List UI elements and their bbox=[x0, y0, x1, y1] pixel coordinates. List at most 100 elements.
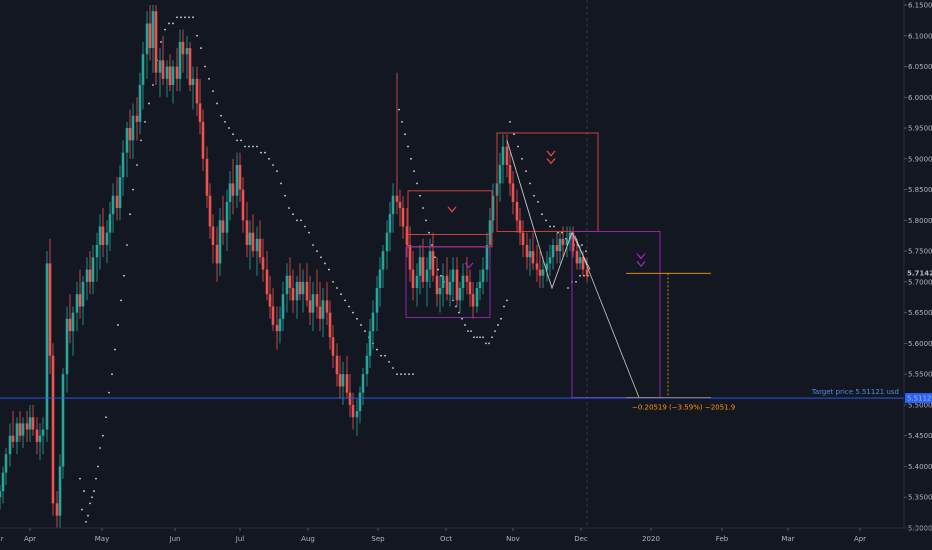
candle bbox=[271, 288, 275, 332]
candle bbox=[121, 140, 125, 196]
candle bbox=[145, 11, 149, 79]
sar-dot bbox=[416, 182, 418, 185]
candle bbox=[21, 417, 25, 449]
candle bbox=[11, 411, 15, 449]
sar-dot bbox=[340, 293, 342, 296]
candle bbox=[405, 208, 409, 258]
candle bbox=[361, 368, 365, 405]
candle bbox=[105, 220, 109, 264]
candle-body bbox=[165, 66, 169, 79]
candle bbox=[461, 263, 465, 301]
candle bbox=[195, 66, 199, 116]
sar-dot bbox=[97, 465, 99, 468]
candle bbox=[1, 466, 5, 504]
sar-dot bbox=[129, 213, 131, 216]
candle bbox=[478, 269, 482, 301]
sar-dot bbox=[224, 121, 226, 123]
sar-dot bbox=[344, 299, 346, 302]
sar-dot bbox=[126, 244, 128, 246]
candle-body bbox=[305, 281, 309, 301]
candle bbox=[128, 109, 132, 159]
sar-dot bbox=[83, 490, 85, 492]
sar-dot bbox=[324, 262, 326, 265]
candle-body bbox=[251, 232, 255, 252]
candle bbox=[78, 269, 82, 319]
time-tick-label: Feb bbox=[716, 535, 729, 543]
sar-dot bbox=[81, 508, 83, 511]
candle-body bbox=[8, 435, 12, 455]
candle-body bbox=[11, 435, 15, 442]
candle bbox=[58, 454, 62, 528]
projection-path[interactable] bbox=[506, 140, 591, 290]
candle-body bbox=[365, 355, 369, 375]
projection-target-line[interactable] bbox=[574, 235, 640, 398]
candle-body bbox=[428, 251, 432, 270]
sar-dot bbox=[567, 287, 569, 289]
sar-dot bbox=[521, 157, 523, 160]
candle-body bbox=[298, 281, 302, 295]
candle bbox=[175, 48, 179, 92]
sar-dot bbox=[549, 225, 551, 228]
candle bbox=[198, 78, 202, 135]
price-axis[interactable]: 6.15000 6.10000 6.05000 6.00000 5.95000 5.900… bbox=[903, 0, 932, 533]
candle bbox=[278, 306, 282, 344]
candle-body bbox=[445, 275, 449, 295]
price-tick-label: 5.90000 bbox=[908, 155, 932, 163]
candle-body bbox=[578, 257, 582, 264]
candle bbox=[171, 60, 175, 104]
candle bbox=[475, 281, 479, 313]
sar-dot bbox=[356, 317, 358, 320]
sar-dot bbox=[470, 330, 472, 333]
candle-body bbox=[558, 238, 562, 252]
price-tick-label: 5.40000 bbox=[908, 463, 932, 471]
down-chevron-marker bbox=[447, 206, 457, 213]
candle bbox=[125, 121, 129, 178]
candle bbox=[228, 171, 232, 221]
candle bbox=[331, 324, 335, 369]
sar-dot bbox=[579, 274, 581, 277]
candle-body bbox=[38, 435, 42, 442]
candle bbox=[45, 251, 49, 442]
candle-body bbox=[158, 60, 162, 73]
candle bbox=[508, 152, 512, 196]
sar-dot bbox=[312, 244, 314, 246]
candle-body bbox=[168, 66, 172, 85]
consolidation-box-september[interactable] bbox=[405, 246, 491, 319]
candle bbox=[458, 281, 462, 313]
resistance-box-october[interactable] bbox=[496, 132, 599, 232]
double-down-chevron-marker-purple bbox=[636, 253, 646, 268]
candle-body bbox=[391, 195, 395, 215]
candle bbox=[61, 368, 65, 479]
sar-dot bbox=[461, 317, 463, 320]
candle bbox=[131, 103, 135, 159]
sar-dot bbox=[332, 280, 334, 283]
drawing-tools[interactable]: −0.20519 (−3.59%) −2051.9 bbox=[405, 132, 735, 412]
time-tick-label: Apr bbox=[854, 535, 866, 543]
projection-box-november[interactable] bbox=[571, 230, 661, 399]
candle bbox=[481, 257, 485, 295]
candle-body bbox=[358, 392, 362, 412]
sar-dot bbox=[276, 170, 278, 173]
candle-body bbox=[265, 269, 269, 295]
candle bbox=[531, 232, 535, 270]
price-tick-label: 5.55000 bbox=[908, 371, 932, 379]
time-tick-label: 2020 bbox=[642, 535, 660, 543]
candle bbox=[41, 417, 45, 455]
candle bbox=[115, 177, 119, 221]
sar-dot bbox=[236, 139, 238, 142]
candle bbox=[468, 269, 472, 307]
sar-dot bbox=[525, 170, 527, 173]
candle bbox=[135, 97, 139, 141]
candle-body bbox=[395, 195, 399, 202]
time-tick-label: Sep bbox=[371, 535, 385, 543]
candle-body bbox=[78, 294, 82, 307]
candle-body bbox=[521, 232, 525, 245]
time-axis[interactable]: Mar Apr May Jun Jul Aug Sep Oct Nov Dec 2020 Feb Mar… bbox=[0, 527, 932, 543]
candle bbox=[0, 484, 2, 510]
candle bbox=[558, 232, 562, 264]
sar-dot bbox=[144, 121, 146, 123]
candle bbox=[585, 257, 589, 282]
sar-dot bbox=[491, 336, 493, 339]
